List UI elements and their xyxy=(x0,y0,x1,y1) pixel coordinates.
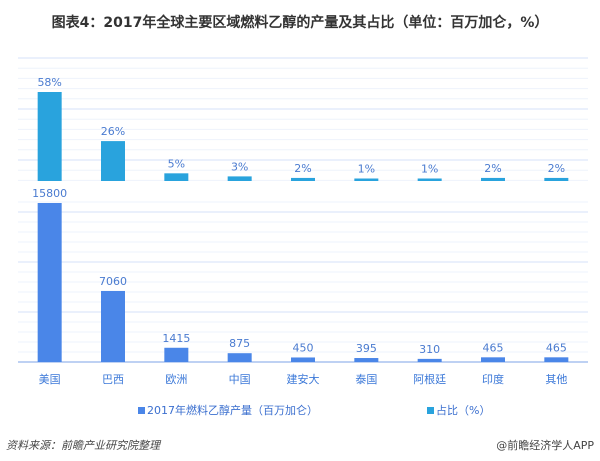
x-tick-label: 中国 xyxy=(229,373,251,386)
share-bar xyxy=(227,176,252,181)
credit: @前瞻经济学人APP xyxy=(496,439,594,452)
production-bar xyxy=(544,357,569,362)
share-data-label: 5% xyxy=(168,157,185,170)
share-bar xyxy=(544,177,569,181)
production-bar xyxy=(481,357,505,362)
x-tick-label: 建安大 xyxy=(287,372,320,386)
production-data-label: 875 xyxy=(229,337,250,350)
share-bar xyxy=(164,173,189,181)
legend-label-production: 2017年燃料乙醇产量（百万加仑） xyxy=(147,404,318,417)
x-tick-label: 印度 xyxy=(482,372,504,386)
legend-item-share[interactable]: 占比（%） xyxy=(427,402,490,418)
share-bar xyxy=(291,177,315,181)
share-data-label: 2% xyxy=(294,162,311,175)
x-tick-label: 阿根廷 xyxy=(413,372,446,386)
production-bar xyxy=(37,203,62,362)
production-data-label: 450 xyxy=(293,341,314,354)
share-data-label: 3% xyxy=(231,160,248,173)
production-data-label: 465 xyxy=(546,341,567,354)
share-bar xyxy=(417,178,442,181)
share-bar xyxy=(37,92,62,181)
production-data-label: 465 xyxy=(483,341,504,354)
production-bar xyxy=(354,358,379,362)
x-tick-label: 欧洲 xyxy=(165,373,187,386)
legend-swatch-share xyxy=(427,406,434,414)
share-data-label: 26% xyxy=(101,125,125,138)
share-data-label: 2% xyxy=(484,162,501,175)
x-tick-label: 巴西 xyxy=(102,373,124,386)
share-data-label: 1% xyxy=(358,163,375,176)
source-note: 资料来源：前瞻产业研究院整理 xyxy=(6,439,160,452)
x-tick-label: 其他 xyxy=(545,373,567,386)
production-data-label: 310 xyxy=(419,343,440,356)
production-bar xyxy=(227,353,252,362)
share-data-label: 58% xyxy=(37,76,61,89)
production-data-label: 395 xyxy=(356,342,377,355)
share-bar xyxy=(354,178,379,181)
legend-swatch-production xyxy=(138,406,145,414)
production-data-label: 1415 xyxy=(162,332,190,345)
legend-item-production[interactable]: 2017年燃料乙醇产量（百万加仑） xyxy=(138,402,318,418)
share-data-label: 2% xyxy=(548,162,565,175)
legend-label-share: 占比（%） xyxy=(436,404,491,417)
share-bar xyxy=(481,177,505,181)
production-bar xyxy=(417,358,442,362)
production-bar xyxy=(101,290,125,362)
production-data-label: 7060 xyxy=(99,275,127,288)
share-data-label: 1% xyxy=(421,163,438,176)
x-tick-label: 美国 xyxy=(39,373,61,386)
x-tick-label: 泰国 xyxy=(355,372,377,386)
production-bar xyxy=(164,347,189,362)
share-bar xyxy=(101,141,125,181)
production-data-label: 15800 xyxy=(32,187,67,200)
chart-title: 图表4：2017年全球主要区域燃料乙醇的产量及其占比（单位：百万加仑，%） xyxy=(51,15,549,31)
production-bar xyxy=(291,357,315,362)
